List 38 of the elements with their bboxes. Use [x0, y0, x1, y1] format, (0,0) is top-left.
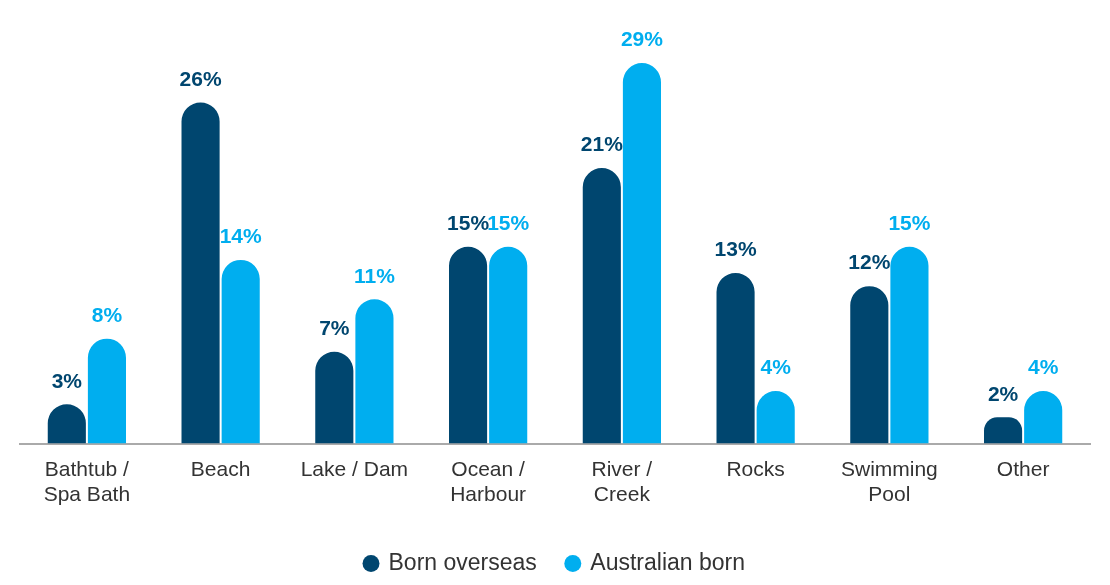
x-tick-label: Ocean / Harbour	[450, 457, 527, 506]
x-tick-label: Lake / Dam	[300, 457, 409, 480]
bar	[181, 102, 220, 444]
data-label: 8%	[91, 302, 123, 326]
bar	[355, 299, 394, 444]
data-label: 7%	[319, 316, 350, 340]
bar	[582, 168, 621, 444]
x-tick-label: Bathtub / Spa Bath	[43, 457, 131, 506]
bar	[221, 259, 260, 444]
data-label: 3%	[51, 368, 83, 392]
data-label: 21%	[580, 132, 624, 156]
data-label: 15%	[888, 211, 931, 235]
bar	[449, 246, 488, 444]
data-label: 12%	[848, 250, 891, 274]
data-label: 15%	[487, 211, 530, 235]
bar	[890, 246, 929, 444]
data-label: 2%	[987, 381, 1019, 405]
data-label: 15%	[447, 211, 490, 235]
data-label: 29%	[620, 27, 664, 51]
legend-label: Australian born	[590, 548, 745, 575]
x-tick-label: River / Creek	[591, 457, 653, 506]
bar	[622, 63, 661, 444]
x-tick-label: Beach	[190, 457, 251, 480]
bar	[716, 273, 755, 444]
bar	[489, 246, 528, 444]
bar	[87, 338, 126, 444]
bar	[315, 351, 354, 444]
data-label: 14%	[219, 224, 263, 248]
data-label: 26%	[179, 66, 222, 90]
legend-label: Born overseas	[388, 548, 537, 575]
x-tick-label: Rocks	[726, 457, 785, 480]
data-label: 13%	[714, 237, 757, 261]
data-label: 4%	[1028, 355, 1059, 379]
x-tick-label: Swimming Pool	[840, 457, 938, 506]
x-tick-label: Other	[996, 457, 1050, 480]
bar	[850, 286, 889, 444]
data-label: 4%	[760, 355, 792, 379]
data-label: 11%	[354, 263, 396, 287]
